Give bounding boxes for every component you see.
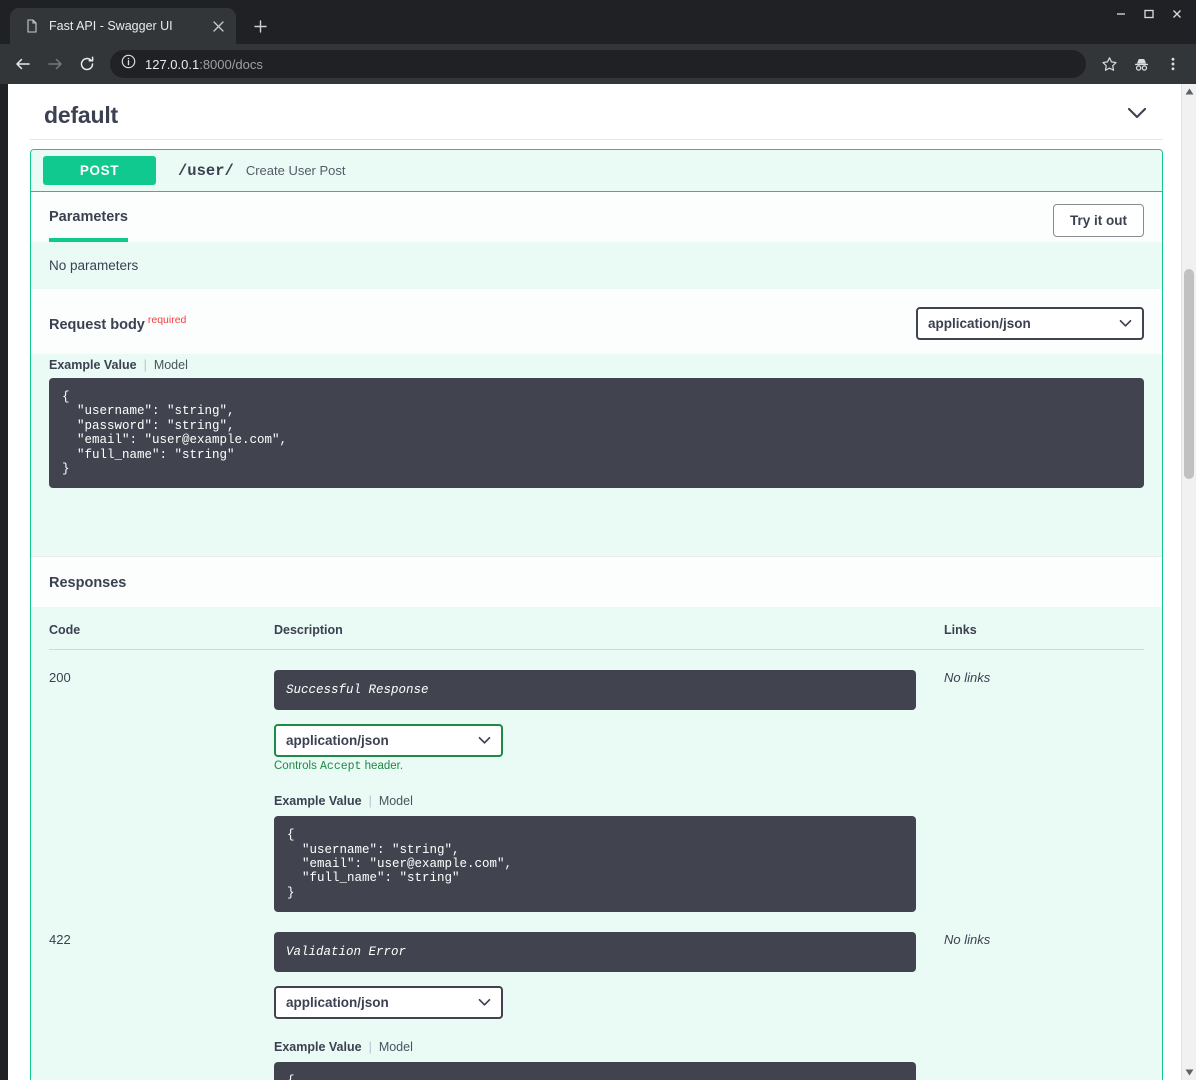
tab-parameters[interactable]: Parameters <box>49 208 128 242</box>
response-code: 200 <box>49 670 71 686</box>
kebab-menu-icon[interactable] <box>1158 49 1188 79</box>
reload-icon[interactable] <box>72 49 102 79</box>
no-parameters-text: No parameters <box>31 242 1162 289</box>
url-text: 127.0.0.1:8000/docs <box>145 56 263 72</box>
request-body-spacer <box>31 488 1162 557</box>
tab-model[interactable]: Model <box>378 1040 413 1055</box>
response-content-type-select[interactable]: application/json <box>274 986 503 1020</box>
col-code: Code <box>49 623 274 651</box>
request-example-tabs: Example Value | Model <box>31 354 1162 378</box>
browser-toolbar: 127.0.0.1:8000/docs <box>0 44 1196 84</box>
chevron-down-icon <box>478 995 491 1010</box>
response-content-type-value: application/json <box>286 995 389 1011</box>
close-icon[interactable] <box>1164 4 1190 24</box>
back-arrow-icon[interactable] <box>8 49 38 79</box>
responses-heading: Responses <box>31 556 1162 608</box>
response-description: Successful Response <box>274 670 916 711</box>
response-content-type-value: application/json <box>286 733 389 749</box>
chevron-down-icon <box>478 733 491 748</box>
request-body-header: Request body required application/json <box>31 289 1162 354</box>
address-bar[interactable]: 127.0.0.1:8000/docs <box>110 50 1086 78</box>
window-controls <box>1108 4 1190 24</box>
response-description-cell: Validation Error application/json <box>274 912 944 1080</box>
incognito-icon[interactable] <box>1126 49 1156 79</box>
toolbar-right-icons <box>1094 49 1188 79</box>
table-row: 200 Successful Response application/json <box>49 650 1144 913</box>
info-circle-icon[interactable] <box>121 54 136 74</box>
response-content-type-wrap: application/json <box>274 986 918 1020</box>
new-tab-button[interactable] <box>246 12 274 40</box>
tab-divider: | <box>143 358 147 372</box>
response-links: No links <box>944 670 991 686</box>
page-viewport: default POST /user/ Create User Post <box>0 84 1196 1080</box>
tab-divider: | <box>368 794 372 809</box>
response-content-type-wrap: application/json Controls Accept header. <box>274 724 918 773</box>
parameters-header: Parameters Try it out <box>31 192 1162 242</box>
opblock-post-user: POST /user/ Create User Post Parameters … <box>30 149 1163 1080</box>
browser-tab[interactable]: Fast API - Swagger UI <box>10 8 236 44</box>
responses-table: Code Description Links 200 <box>49 623 1144 1080</box>
maximize-icon[interactable] <box>1136 4 1162 24</box>
table-row: 422 Validation Error application/json <box>49 912 1144 1080</box>
minimize-icon[interactable] <box>1108 4 1134 24</box>
tab-divider: | <box>368 1040 372 1055</box>
star-icon[interactable] <box>1094 49 1124 79</box>
tab-parameters-label: Parameters <box>49 209 128 225</box>
opblock-summary[interactable]: POST /user/ Create User Post <box>31 150 1162 192</box>
chevron-down-icon <box>1119 316 1132 331</box>
tag-section-header[interactable]: default <box>30 84 1163 140</box>
close-icon[interactable] <box>208 16 228 36</box>
tab-model[interactable]: Model <box>153 358 188 372</box>
endpoint-path: /user/ <box>178 161 234 180</box>
scroll-down-arrow[interactable] <box>1182 1065 1196 1080</box>
tab-example-value[interactable]: Example Value <box>274 794 362 809</box>
request-example-wrap: { "username": "string", "password": "str… <box>31 378 1162 489</box>
response-links: No links <box>944 932 991 948</box>
swagger-page: default POST /user/ Create User Post <box>8 84 1181 1080</box>
response-code: 422 <box>49 932 71 948</box>
request-example-code: { "username": "string", "password": "str… <box>49 378 1144 489</box>
tab-example-value[interactable]: Example Value <box>274 1040 362 1055</box>
request-body-label: Request body required <box>49 314 187 333</box>
http-method-badge: POST <box>43 156 156 185</box>
endpoint-summary: Create User Post <box>245 163 346 178</box>
response-example-code: { "detail": [ <box>274 1062 916 1080</box>
response-example-code: { "username": "string", "email": "user@e… <box>274 816 916 913</box>
page-scrollbar[interactable] <box>1181 84 1196 1080</box>
response-content-type-select[interactable]: application/json <box>274 724 503 758</box>
col-links: Links <box>944 623 1144 651</box>
response-example-tabs: Example Value | Model <box>274 794 918 808</box>
forward-arrow-icon[interactable] <box>40 49 70 79</box>
tab-strip: Fast API - Swagger UI <box>0 0 1196 44</box>
page-icon <box>24 18 40 34</box>
col-description: Description <box>274 623 944 651</box>
response-description: Validation Error <box>274 932 916 973</box>
accept-header-note: Controls Accept header. <box>274 760 404 774</box>
required-badge: required <box>147 314 187 327</box>
scroll-up-arrow[interactable] <box>1182 84 1196 99</box>
responses-body: Code Description Links 200 <box>31 607 1162 1080</box>
tab-model[interactable]: Model <box>378 794 413 809</box>
try-it-out-button[interactable]: Try it out <box>1053 204 1144 237</box>
request-content-type-select[interactable]: application/json <box>916 307 1144 340</box>
tab-active-underline <box>49 238 128 242</box>
page-title: default <box>44 102 118 128</box>
tab-title: Fast API - Swagger UI <box>49 19 173 33</box>
response-example-tabs: Example Value | Model <box>274 1040 918 1054</box>
opblock-body: Parameters Try it out No parameters Requ… <box>31 192 1162 1080</box>
scrollbar-thumb[interactable] <box>1184 269 1194 479</box>
response-description-cell: Successful Response application/json <box>274 650 944 913</box>
tab-example-value[interactable]: Example Value <box>49 358 137 372</box>
request-content-type-value: application/json <box>928 316 1031 331</box>
chevron-down-icon[interactable] <box>1125 105 1149 126</box>
swagger-ui-root: default POST /user/ Create User Post <box>8 84 1181 1080</box>
responses-table-header: Code Description Links <box>49 623 1144 651</box>
